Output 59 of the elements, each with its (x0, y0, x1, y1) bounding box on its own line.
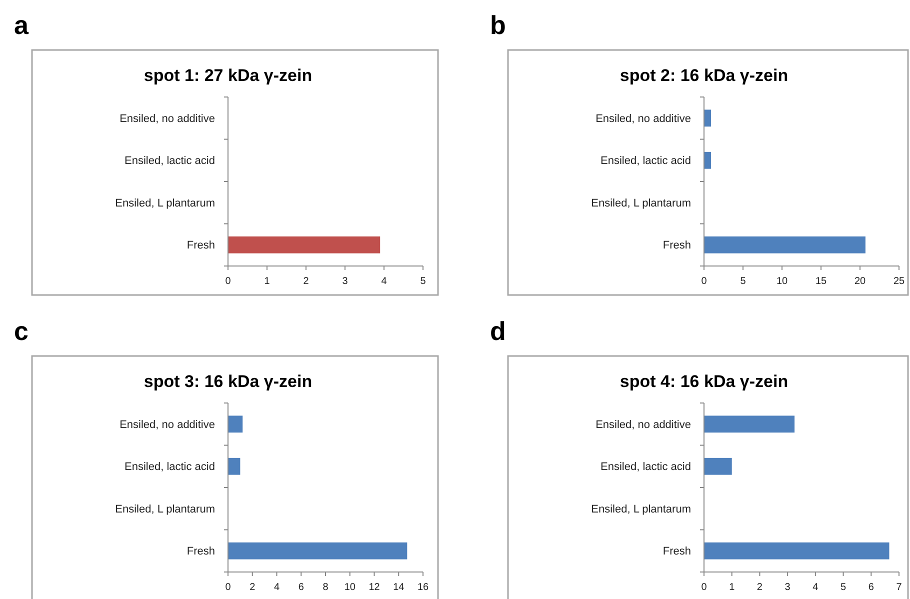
y-tick-label: Ensiled, no additive (120, 418, 215, 431)
y-tick-label: Fresh (662, 240, 691, 252)
text: b (490, 10, 506, 40)
x-tick-label: 5 (840, 582, 847, 593)
bar (228, 542, 408, 560)
x-tick-label: 4 (812, 582, 819, 593)
bar (704, 542, 890, 560)
x-tick-label: 2 (756, 582, 763, 593)
x-tick-label: 25 (893, 276, 905, 287)
x-tick-label: 1 (264, 276, 270, 287)
text: d (490, 316, 506, 346)
bar (704, 416, 795, 433)
y-tick-label: Ensiled, lactic acid (600, 461, 691, 474)
x-tick-label: 14 (393, 582, 405, 593)
y-tick-label: Fresh (662, 546, 691, 558)
chart-title: spot 4: 16 kDa γ-zein (620, 372, 788, 391)
x-tick-label: 1 (729, 582, 736, 593)
x-tick-label: 5 (740, 276, 746, 287)
x-tick-label: 15 (815, 276, 827, 287)
x-tick-label: 10 (344, 582, 356, 593)
y-tick-label: Ensiled, lactic acid (124, 461, 215, 474)
x-tick-label: 20 (854, 276, 866, 287)
x-tick-label: 0 (225, 276, 232, 287)
x-tick-label: 4 (381, 276, 388, 287)
bar (228, 416, 243, 433)
x-tick-label: 0 (701, 582, 708, 593)
x-tick-label: 6 (868, 582, 874, 593)
y-tick-label: Fresh (186, 546, 215, 558)
x-tick-label: 16 (417, 582, 429, 593)
chart-title: spot 1: 27 kDa γ-zein (144, 66, 312, 85)
y-tick-label: Ensiled, no additive (596, 418, 691, 431)
x-tick-label: 3 (342, 276, 348, 287)
y-tick-label: Ensiled, L plantarum (591, 503, 691, 516)
y-tick-label: Ensiled, lactic acid (124, 155, 215, 168)
x-tick-label: 0 (701, 276, 708, 287)
chart-title: spot 3: 16 kDa γ-zein (144, 372, 312, 391)
y-tick-label: Ensiled, L plantarum (591, 197, 691, 210)
y-tick-label: Fresh (186, 240, 215, 252)
y-tick-label: Ensiled, L plantarum (115, 503, 215, 516)
y-tick-label: Ensiled, no additive (596, 112, 691, 125)
y-tick-label: Ensiled, lactic acid (600, 155, 691, 168)
x-tick-label: 8 (322, 582, 329, 593)
x-tick-label: 6 (298, 582, 304, 593)
chart-title: spot 2: 16 kDa γ-zein (620, 66, 788, 85)
x-tick-label: 2 (303, 276, 310, 287)
x-tick-label: 12 (368, 582, 380, 593)
bar (704, 458, 732, 475)
text: a (14, 10, 29, 40)
x-tick-label: 2 (250, 582, 256, 593)
x-tick-label: 0 (225, 582, 232, 593)
x-tick-label: 7 (896, 582, 902, 593)
x-tick-label: 10 (776, 276, 788, 287)
bar (228, 458, 240, 475)
x-tick-label: 3 (784, 582, 791, 593)
y-tick-label: Ensiled, L plantarum (115, 197, 215, 210)
text: c (14, 316, 28, 346)
x-tick-label: 4 (274, 582, 280, 593)
y-tick-label: Ensiled, no additive (120, 112, 215, 125)
x-tick-label: 5 (420, 276, 426, 287)
